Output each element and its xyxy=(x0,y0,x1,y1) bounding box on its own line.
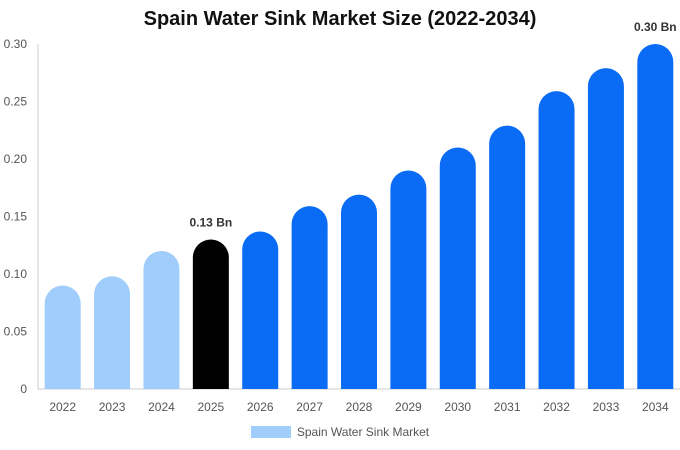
x-tick-label: 2028 xyxy=(346,400,373,414)
x-tick-label: 2023 xyxy=(99,400,126,414)
x-tick-label: 2034 xyxy=(642,400,669,414)
bar-2023 xyxy=(94,276,131,389)
bar-2030 xyxy=(439,147,476,389)
x-tick-label: 2030 xyxy=(444,400,471,414)
x-tick-label: 2024 xyxy=(148,400,175,414)
bar-2026 xyxy=(242,231,279,389)
x-tick-label: 2026 xyxy=(247,400,274,414)
bar-2025 xyxy=(192,239,229,389)
legend: Spain Water Sink Market xyxy=(0,425,680,439)
x-tick-label: 2031 xyxy=(494,400,521,414)
data-label-2034: 0.30 Bn xyxy=(634,20,677,34)
bar-2022 xyxy=(44,285,81,389)
y-tick-label: 0.25 xyxy=(4,95,28,109)
y-tick-label: 0 xyxy=(20,382,27,396)
y-tick-label: 0.15 xyxy=(4,210,28,224)
data-label-2025: 0.13 Bn xyxy=(190,216,233,230)
x-tick-label: 2027 xyxy=(296,400,323,414)
x-tick-label: 2025 xyxy=(197,400,224,414)
x-tick-label: 2029 xyxy=(395,400,422,414)
bar-2031 xyxy=(489,125,526,390)
bar-2028 xyxy=(341,194,377,389)
y-tick-label: 0.30 xyxy=(4,37,28,51)
bar-2033 xyxy=(587,68,624,390)
bar-2032 xyxy=(538,91,575,390)
bar-2027 xyxy=(291,206,328,389)
y-tick-label: 0.20 xyxy=(4,152,28,166)
bar-2024 xyxy=(143,251,180,389)
bar-2034 xyxy=(637,44,674,389)
x-tick-label: 2032 xyxy=(543,400,570,414)
x-tick-label: 2022 xyxy=(49,400,76,414)
x-tick-label: 2033 xyxy=(593,400,620,414)
chart-title: Spain Water Sink Market Size (2022-2034) xyxy=(143,8,537,30)
y-tick-label: 0.10 xyxy=(4,267,28,281)
legend-label: Spain Water Sink Market xyxy=(296,425,430,439)
legend-swatch xyxy=(250,426,291,438)
y-tick-label: 0.05 xyxy=(4,325,28,339)
bar-2029 xyxy=(390,170,427,389)
